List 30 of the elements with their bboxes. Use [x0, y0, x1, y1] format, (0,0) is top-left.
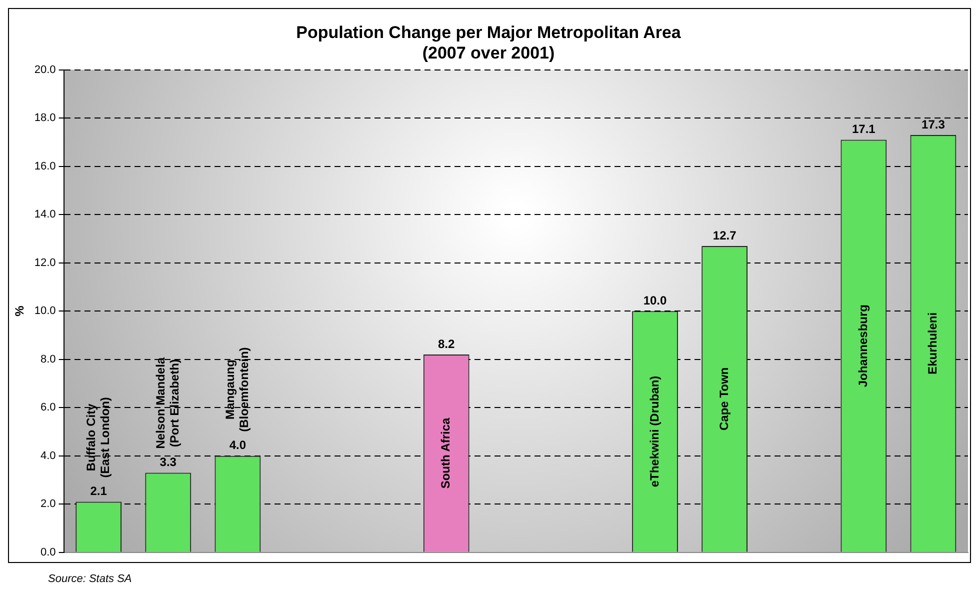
- y-tick-label: 14.0: [34, 208, 56, 221]
- y-tick-label: 20.0: [34, 64, 56, 76]
- y-axis-title: %: [12, 305, 27, 316]
- x-tick-label: Johannesburg: [856, 304, 870, 388]
- y-tick-label: 8.0: [40, 353, 56, 366]
- x-tick-label: eThekwini (Druban): [647, 376, 662, 488]
- data-label: 4.0: [229, 438, 246, 452]
- data-label: 17.3: [922, 117, 946, 132]
- x-tick-label: Mangaung (Bloemfontein): [223, 347, 252, 432]
- data-label: 3.3: [160, 455, 177, 470]
- data-label: 12.7: [712, 228, 737, 242]
- x-tick-label: Nelson Mandela (Port Elizabeth): [153, 357, 182, 449]
- x-tick-label: Buffalo City (East London): [84, 397, 112, 478]
- chart-title: Population Change per Major Metropolitan Area (2007 over 2001): [296, 22, 682, 62]
- y-tick-label: 12.0: [34, 256, 56, 269]
- data-label: 8.2: [438, 336, 456, 351]
- y-tick-label: 2.0: [40, 498, 56, 510]
- data-label: 10.0: [643, 293, 668, 308]
- y-tick-label: 6.0: [40, 402, 56, 414]
- y-tick-label: 10.0: [34, 305, 56, 318]
- data-label: 2.1: [90, 484, 108, 498]
- y-tick-label: 18.0: [34, 112, 56, 124]
- y-tick-label: 16.0: [34, 160, 56, 172]
- x-tick-label: South Africa: [438, 417, 453, 489]
- data-label: 17.1: [852, 122, 876, 136]
- y-tick-label: 0.0: [40, 546, 56, 558]
- x-tick-label: Ekurhuleni: [926, 312, 940, 374]
- source-note: Source: Stats SA: [48, 573, 133, 585]
- y-tick-label: 4.0: [40, 450, 56, 462]
- x-tick-label: Cape Town: [716, 367, 731, 430]
